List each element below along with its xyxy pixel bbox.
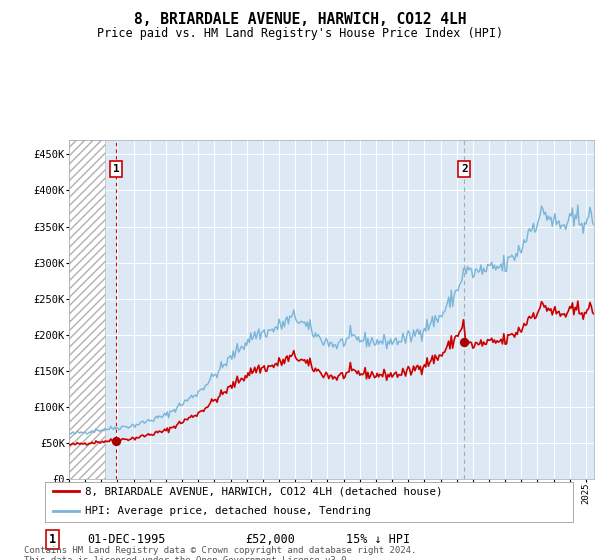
Text: Price paid vs. HM Land Registry's House Price Index (HPI): Price paid vs. HM Land Registry's House … xyxy=(97,27,503,40)
Text: HPI: Average price, detached house, Tendring: HPI: Average price, detached house, Tend… xyxy=(85,506,371,516)
Point xyxy=(112,437,121,446)
Text: Contains HM Land Registry data © Crown copyright and database right 2024.
This d: Contains HM Land Registry data © Crown c… xyxy=(24,546,416,560)
Text: 1: 1 xyxy=(49,533,56,546)
Bar xyxy=(69,140,106,479)
Text: 15% ↓ HPI: 15% ↓ HPI xyxy=(346,533,410,546)
Text: 01-DEC-1995: 01-DEC-1995 xyxy=(87,533,166,546)
Text: 2: 2 xyxy=(461,164,467,174)
Text: £52,000: £52,000 xyxy=(245,533,296,546)
Text: 8, BRIARDALE AVENUE, HARWICH, CO12 4LH (detached house): 8, BRIARDALE AVENUE, HARWICH, CO12 4LH (… xyxy=(85,486,442,496)
Text: 8, BRIARDALE AVENUE, HARWICH, CO12 4LH: 8, BRIARDALE AVENUE, HARWICH, CO12 4LH xyxy=(134,12,466,27)
Text: 1: 1 xyxy=(113,164,119,174)
Point xyxy=(460,337,469,346)
